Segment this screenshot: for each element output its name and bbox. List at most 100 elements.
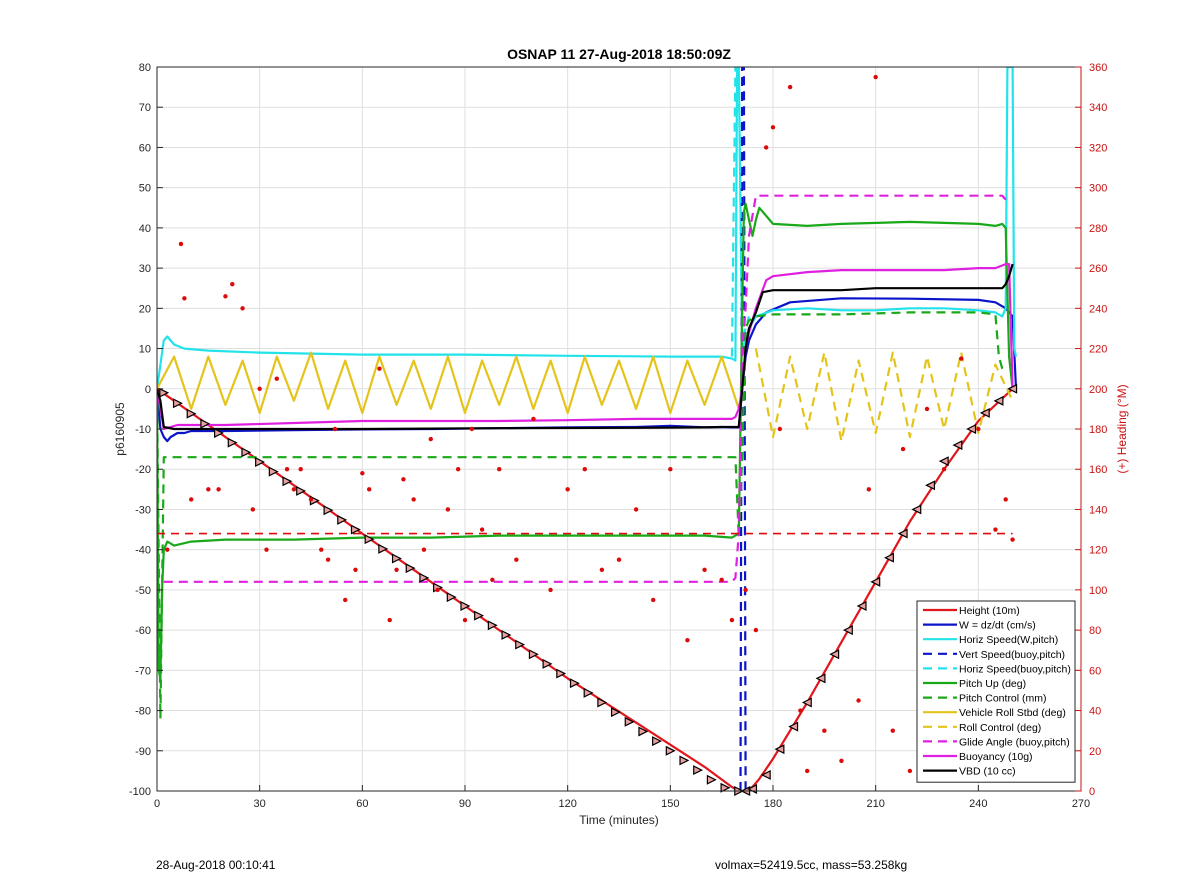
- heading-point: [394, 567, 399, 572]
- x-tick-label: 90: [459, 798, 471, 810]
- height-marker: [255, 457, 266, 467]
- heading-point: [548, 587, 553, 593]
- legend-label: Pitch Control (mm): [959, 693, 1047, 705]
- height-marker: [528, 649, 539, 660]
- height-marker: [172, 398, 183, 409]
- x-ticks: 0 30 60 90 120 150 180 210 240 270: [154, 785, 1090, 810]
- x-tick-label: 240: [969, 798, 987, 810]
- series-line-3: [739, 67, 749, 791]
- y2-tick-label: 260: [1089, 263, 1107, 275]
- height-marker: [391, 553, 402, 564]
- heading-point: [616, 557, 622, 562]
- heading-point: [206, 487, 211, 492]
- y-tick-label: 50: [139, 183, 151, 195]
- height-marker: [966, 424, 977, 434]
- heading-point: [702, 567, 707, 572]
- heading-point: [873, 74, 878, 80]
- heading-point: [411, 497, 416, 502]
- heading-point: [250, 507, 256, 512]
- y-tick-label: 30: [139, 263, 151, 275]
- height-marker: [200, 418, 211, 429]
- height-marker: [911, 504, 922, 515]
- y2-tick-label: 340: [1089, 102, 1107, 114]
- heading-point: [822, 728, 827, 733]
- series-line-9: [163, 194, 1007, 583]
- heading-point: [729, 617, 735, 623]
- heading-point: [284, 467, 290, 472]
- height-marker: [556, 668, 567, 679]
- heading-point: [455, 467, 461, 472]
- heading-point: [907, 768, 913, 774]
- series-line-4: [730, 67, 751, 357]
- height-marker: [460, 601, 471, 611]
- y-tick-label: -80: [135, 706, 151, 718]
- legend-label: Horiz Speed(W,pitch): [959, 634, 1058, 646]
- height-marker: [693, 765, 704, 776]
- height-marker: [405, 563, 416, 574]
- heading-point: [924, 406, 930, 412]
- heading-point: [531, 416, 536, 422]
- height-marker: [720, 782, 731, 793]
- heading-point: [257, 386, 262, 391]
- series-line-0: [157, 387, 1014, 791]
- y2-tick-label: 160: [1089, 464, 1107, 476]
- height-marker: [801, 697, 812, 708]
- height-marker: [938, 456, 949, 467]
- heading-point: [308, 497, 314, 502]
- height-marker: [652, 736, 662, 747]
- heading-point: [805, 768, 810, 774]
- y-tick-label: -40: [135, 545, 151, 557]
- heading-point: [240, 306, 245, 311]
- heading-point: [291, 487, 297, 492]
- legend-label: Height (10m): [959, 605, 1020, 617]
- heading-point: [165, 547, 170, 552]
- heading-point: [599, 567, 605, 572]
- legend-label: Buoyancy (10g): [959, 751, 1033, 763]
- height-marker: [829, 649, 840, 660]
- y2-tick-label: 0: [1089, 786, 1095, 798]
- y-tick-label: 60: [139, 142, 151, 154]
- heading-point: [753, 627, 759, 633]
- height-marker: [597, 697, 608, 708]
- height-marker: [870, 576, 881, 587]
- y2-tick-label: 100: [1089, 585, 1107, 597]
- heading-point: [839, 758, 844, 764]
- heading-point: [325, 557, 331, 562]
- heading-point: [763, 145, 769, 150]
- legend-label: Horiz Speed(buoy,pitch): [959, 663, 1071, 675]
- series-line-5: [157, 202, 1014, 680]
- y2-tick-label: 200: [1089, 384, 1107, 396]
- heading-point: [469, 426, 475, 432]
- height-marker: [815, 673, 826, 684]
- height-marker: [282, 476, 293, 487]
- heading-point: [777, 426, 783, 432]
- heading-point: [428, 436, 433, 442]
- height-marker: [952, 440, 963, 451]
- heading-point: [1010, 537, 1015, 542]
- y2-tick-label: 280: [1089, 223, 1107, 235]
- height-marker: [214, 428, 224, 438]
- heading-point: [900, 446, 906, 452]
- height-marker: [296, 485, 307, 496]
- heading-point: [890, 728, 895, 733]
- heading-point: [445, 507, 451, 512]
- heading-point: [366, 487, 372, 492]
- y2-tick-label: 60: [1089, 665, 1101, 677]
- legend-label: Roll Control (deg): [959, 722, 1041, 734]
- heading-point: [651, 597, 656, 603]
- heading-point: [264, 547, 269, 552]
- heading-point: [787, 84, 793, 90]
- heading-point: [993, 527, 998, 532]
- y-tick-label: 70: [139, 102, 151, 114]
- heading-point: [332, 426, 338, 432]
- series-line-2: [157, 67, 1018, 389]
- heading-point: [514, 557, 519, 562]
- legend-label: Vert Speed(buoy,pitch): [959, 649, 1065, 661]
- series-line-11: [157, 263, 1014, 431]
- series-line-7: [157, 351, 740, 414]
- x-axis-label: Time (minutes): [579, 813, 659, 827]
- heading-point: [941, 467, 947, 472]
- height-marker: [364, 534, 375, 545]
- y-tick-label: -60: [135, 625, 151, 637]
